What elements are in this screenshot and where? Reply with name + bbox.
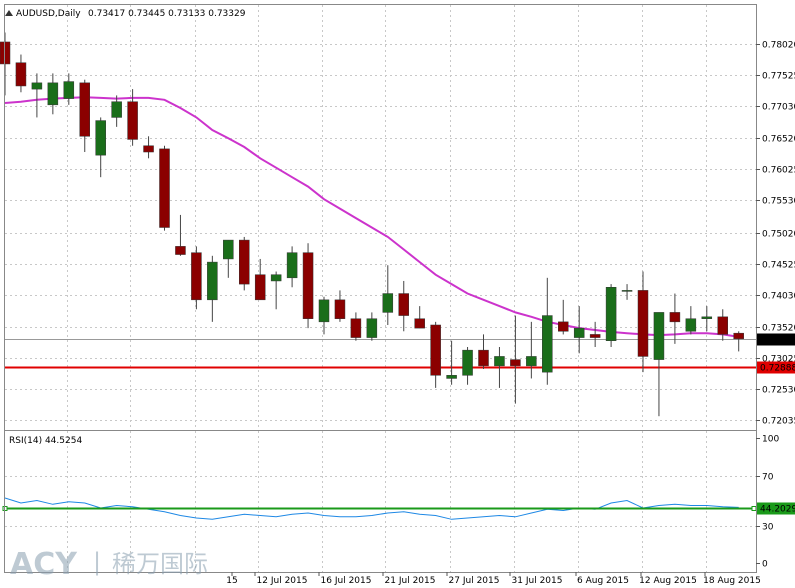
- symbol-label: AUDUSD,Daily: [16, 9, 81, 19]
- candle-body: [637, 290, 649, 357]
- time-tick-label: 21 Jul 2015: [385, 576, 436, 586]
- candle-body: [526, 356, 537, 367]
- triangle-icon: [5, 10, 13, 16]
- candle-body: [47, 82, 59, 106]
- candle-body: [446, 375, 457, 379]
- last-price-badge: [757, 333, 795, 346]
- candle-body: [605, 287, 617, 341]
- candle-body: [254, 274, 266, 301]
- time-tick-label: 31 Jul 2015: [512, 576, 563, 586]
- candle-body: [191, 252, 202, 301]
- price-tick-label: 0.76025: [762, 166, 795, 176]
- chart-frame: [4, 4, 757, 573]
- rsi-tick-label: 100: [762, 435, 779, 445]
- last-price-label: 0.73329: [760, 336, 795, 346]
- candle-body: [589, 334, 601, 338]
- candle-body: [366, 318, 378, 338]
- candle-body: [111, 101, 122, 118]
- candle-body: [334, 299, 346, 319]
- watermark: ACY | 稀万国际: [10, 547, 208, 582]
- candle-body: [573, 327, 585, 338]
- time-tick-label: 12 Jul 2015: [257, 576, 308, 586]
- candle-body: [669, 312, 681, 323]
- candle-body: [79, 82, 90, 137]
- support-label: 0.72888: [760, 364, 795, 374]
- watermark-chinese: 稀万国际: [112, 550, 208, 578]
- price-tick-label: 0.74525: [762, 261, 795, 271]
- rsi-axis: 100 70 30 0 44.2029: [756, 435, 795, 570]
- rsi-tick-label: 0: [762, 560, 768, 570]
- rsi-tick-label: 70: [762, 473, 774, 483]
- time-tick-label: 18 Aug 2015: [703, 576, 761, 586]
- candle-body: [653, 312, 665, 360]
- candle-body: [127, 101, 138, 140]
- watermark-brand: ACY: [10, 547, 78, 582]
- candle-body: [159, 148, 170, 228]
- time-tick-label: 12 Aug 2015: [639, 576, 697, 586]
- candle-body: [462, 349, 473, 376]
- grid: [5, 5, 756, 572]
- chart-header: AUDUSD,Daily 0.73417 0.73445 0.73133 0.7…: [5, 9, 246, 19]
- rsi-line: [4, 497, 739, 520]
- watermark-separator: |: [93, 548, 101, 576]
- time-axis: 15 12 Jul 2015 16 Jul 2015 21 Jul 2015 27 Ju…: [226, 572, 761, 586]
- price-tick-label: 0.72035: [762, 417, 795, 427]
- candle-body: [207, 261, 218, 301]
- time-tick-label: 27 Jul 2015: [449, 576, 500, 586]
- candle-body: [95, 120, 106, 156]
- ohlc-label: 0.73417 0.73445 0.73133 0.73329: [88, 9, 246, 19]
- candle-body: [143, 145, 154, 153]
- candle-body: [478, 349, 489, 367]
- candle-body: [31, 82, 43, 90]
- candle-body: [270, 274, 282, 282]
- candle-body: [63, 81, 75, 99]
- candle-body: [223, 239, 234, 260]
- candle-body: [15, 62, 27, 87]
- price-tick-label: 0.73025: [762, 355, 795, 365]
- price-tick-label: 0.77525: [762, 72, 795, 82]
- rsi-level-handle: [751, 506, 757, 511]
- rsi-level-label: 44.2029: [760, 505, 795, 515]
- candle-body: [382, 293, 394, 313]
- candle-body: [350, 318, 362, 338]
- candle-body: [717, 316, 728, 335]
- candle-body: [398, 293, 409, 316]
- candle-body: [302, 252, 314, 319]
- candle-body: [542, 315, 553, 373]
- time-tick-label: 15: [226, 576, 237, 586]
- rsi-level-badge: [757, 502, 795, 515]
- candle-body: [733, 332, 744, 340]
- candle-body: [558, 321, 569, 332]
- candle-body: [621, 290, 633, 292]
- time-tick-label: 16 Jul 2015: [321, 576, 372, 586]
- candle-body: [414, 318, 425, 329]
- rsi-panel: [2, 476, 757, 527]
- support-badge: [757, 361, 795, 374]
- candle-body: [430, 324, 441, 376]
- candle-body: [494, 356, 505, 367]
- rsi-tick-label: 30: [762, 523, 774, 533]
- rsi-title: RSI(14) 44.5254: [9, 436, 82, 446]
- time-tick-label: 6 Aug 2015: [577, 576, 629, 586]
- candle-body: [318, 299, 330, 323]
- candle-body: [175, 246, 186, 255]
- candle-body: [286, 252, 298, 279]
- moving-average-line: [4, 96, 739, 338]
- candle-body: [239, 239, 250, 285]
- candle-body: [685, 318, 697, 332]
- candle-body: [510, 359, 521, 367]
- moving-average-layer: [4, 96, 739, 338]
- candle-body: [701, 316, 713, 319]
